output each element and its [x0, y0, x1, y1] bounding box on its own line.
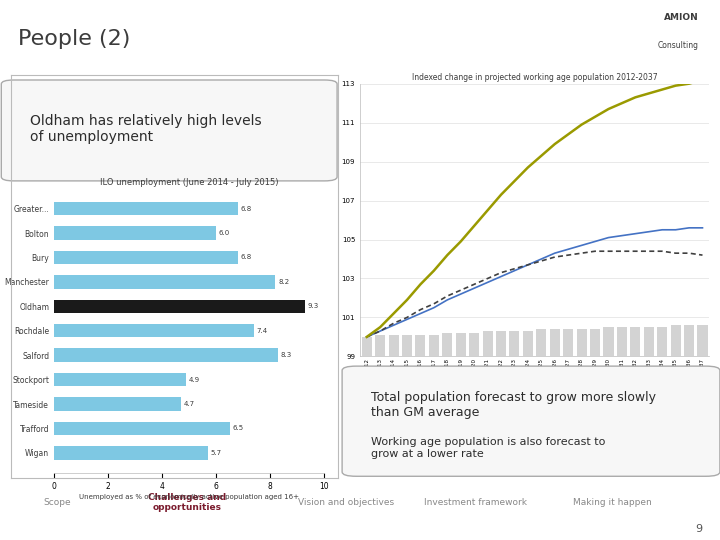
Bar	[603, 327, 613, 356]
Bar	[54, 373, 186, 386]
Bar	[496, 331, 506, 356]
Text: Total population forecast to grow more slowly
than GM average: Total population forecast to grow more s…	[371, 391, 656, 419]
Bar	[563, 329, 573, 356]
Bar	[54, 422, 230, 435]
Bar	[590, 329, 600, 356]
Bar	[684, 325, 694, 356]
Text: 6.8: 6.8	[240, 206, 251, 212]
Bar	[54, 275, 275, 288]
Text: 8.3: 8.3	[281, 352, 292, 358]
Text: Making it happen: Making it happen	[572, 498, 652, 507]
FancyBboxPatch shape	[1, 80, 337, 181]
Bar	[389, 335, 399, 356]
Bar	[657, 327, 667, 356]
FancyBboxPatch shape	[342, 366, 720, 476]
Bar	[523, 331, 533, 356]
Bar	[429, 335, 439, 356]
Bar	[54, 348, 278, 362]
Bar	[54, 397, 181, 411]
Bar	[456, 333, 466, 356]
Bar	[644, 327, 654, 356]
Text: Consulting: Consulting	[657, 41, 698, 50]
Text: 6.5: 6.5	[232, 426, 243, 431]
Bar	[617, 327, 627, 356]
Bar	[54, 251, 238, 264]
Text: AMION: AMION	[664, 13, 698, 22]
Bar	[54, 446, 208, 460]
Bar	[536, 329, 546, 356]
Bar	[549, 329, 559, 356]
Text: People (2): People (2)	[18, 29, 130, 49]
Text: 8.2: 8.2	[278, 279, 289, 285]
Bar	[482, 331, 492, 356]
Bar	[402, 335, 412, 356]
Bar	[630, 327, 640, 356]
Bar	[54, 324, 254, 338]
Title: ILO unemployment (June 2014 - July 2015): ILO unemployment (June 2014 - July 2015)	[100, 178, 278, 187]
Bar	[54, 226, 216, 240]
Bar	[577, 329, 587, 356]
Bar	[469, 333, 480, 356]
Text: 7.4: 7.4	[256, 328, 268, 334]
Text: 9.3: 9.3	[308, 303, 319, 309]
Text: Oldham has relatively high levels
of unemployment: Oldham has relatively high levels of une…	[30, 114, 261, 144]
Text: Vision and objectives: Vision and objectives	[297, 498, 394, 507]
Text: 6.0: 6.0	[219, 230, 230, 236]
Text: 5.7: 5.7	[210, 450, 222, 456]
X-axis label: Unemployed as % of economically active population aged 16+: Unemployed as % of economically active p…	[79, 494, 299, 500]
Legend: Oldham, England, Greater Manchester, Manchester: Oldham, England, Greater Manchester, Man…	[430, 419, 639, 430]
Bar	[670, 325, 680, 356]
Text: 4.7: 4.7	[184, 401, 194, 407]
Bar	[375, 335, 385, 356]
Bar	[361, 337, 372, 356]
Text: 4.9: 4.9	[189, 376, 200, 383]
Text: Challenges and
opportunities: Challenges and opportunities	[148, 493, 226, 512]
Text: 9: 9	[695, 524, 702, 534]
Bar	[442, 333, 452, 356]
Bar	[698, 325, 708, 356]
Text: 6.8: 6.8	[240, 254, 251, 260]
Title: Indexed change in projected working age population 2012-2037: Indexed change in projected working age …	[412, 72, 657, 82]
Bar	[510, 331, 520, 356]
Text: Working age population is also forecast to
grow at a lower rate: Working age population is also forecast …	[371, 437, 605, 459]
Bar	[415, 335, 426, 356]
Bar	[54, 202, 238, 215]
Text: Investment framework: Investment framework	[423, 498, 527, 507]
Text: Scope: Scope	[44, 498, 71, 507]
Bar	[54, 300, 305, 313]
